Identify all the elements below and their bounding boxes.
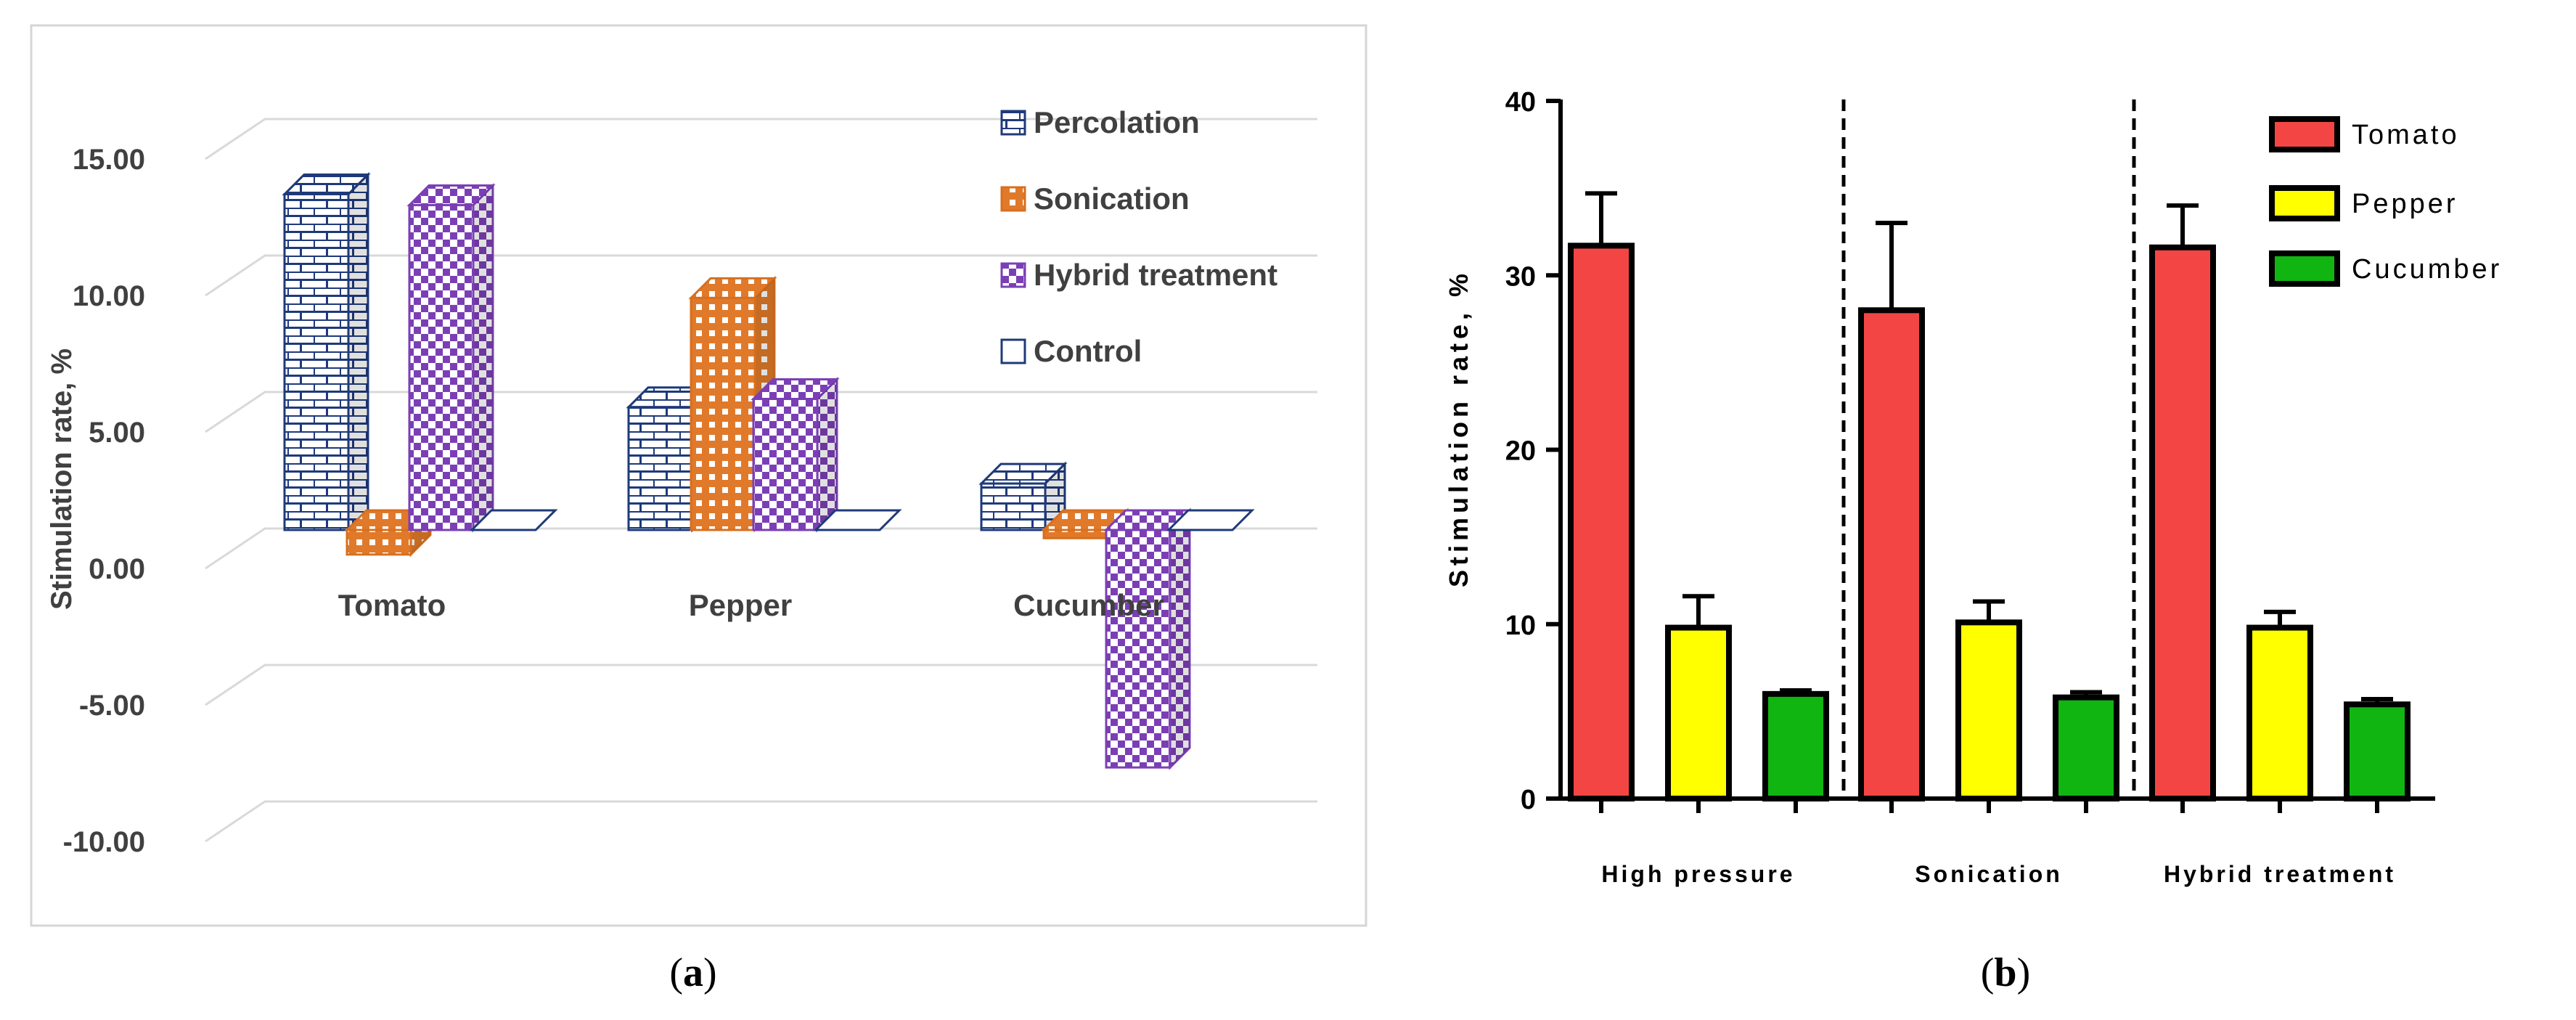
panel-b-legend-swatch <box>2269 116 2340 152</box>
panel-a-bar-control-pepper <box>813 509 902 531</box>
panel-a-legend-label: Control <box>1034 334 1142 368</box>
panel-a-gridline <box>205 254 1317 297</box>
panel-b-bar <box>1858 307 1925 801</box>
panel-b-bar <box>2246 624 2313 801</box>
panel-b-group-separators <box>1841 99 2136 799</box>
bar-front-face <box>752 398 819 531</box>
panel-b-bar <box>1955 619 2022 801</box>
panel-b-bar <box>2053 694 2119 802</box>
panel-b-caption: (b) <box>1981 950 2030 995</box>
panel-b-y-tick-label: 20 <box>1505 436 1536 467</box>
panel-b-y-axis-label: Stimulation rate, % <box>1444 269 1473 587</box>
panel-a-bar-control-tomato <box>469 509 558 531</box>
bar-front-face <box>345 529 412 556</box>
panel-b-bar <box>1665 624 1732 801</box>
panel-b-bars <box>1568 191 2411 813</box>
bar-top-face <box>1166 509 1255 531</box>
bar-top-face <box>469 509 558 531</box>
bar-front-face <box>690 296 756 531</box>
bar-top-face <box>813 509 902 531</box>
panel-b-bar <box>2149 244 2216 801</box>
panel-b-bar <box>1568 242 1635 802</box>
bar-front-face <box>1105 529 1172 769</box>
panel-a-y-tick-label: 5.00 <box>89 417 145 449</box>
panel-b-y-tick-label: 40 <box>1505 87 1536 118</box>
bar-side-shade <box>348 174 368 530</box>
panel-a-y-tick-label: 0.00 <box>89 553 145 585</box>
bar-side-shade <box>1170 510 1190 768</box>
panel-a-category-labels: Tomato Pepper Cucumber <box>338 588 1164 622</box>
panel-a-y-tick-label: -5.00 <box>79 690 145 722</box>
panel-a-gridline <box>205 118 1317 160</box>
panel-b-legend-label: Tomato <box>2352 120 2460 150</box>
bar-side-shade <box>817 379 837 530</box>
panel-a-legend-label: Hybrid treatment <box>1034 258 1277 292</box>
panel-b-legend: Tomato Pepper Cucumber <box>2269 116 2502 287</box>
panel-a-legend-label: Percolation <box>1034 105 1200 139</box>
panel-a-legend: Percolation Sonication Hybrid treatment Con… <box>1000 105 1277 368</box>
panel-a-legend-swatch <box>1000 110 1026 136</box>
panel-a-legend-swatch <box>1000 262 1026 288</box>
panel-b-chart: 0 10 20 30 40 Stimulation rate, % High press… <box>1444 87 2502 887</box>
bar-front-face <box>980 482 1047 531</box>
panel-b-category-label: High pressure <box>1601 861 1795 887</box>
panel-b-category-label: Hybrid treatment <box>2164 861 2396 887</box>
panel-a-y-ticks: 15.00 10.00 5.00 0.00 -5.00 -10.00 <box>63 144 145 858</box>
bar-front-face <box>627 406 694 531</box>
panel-a-gridline <box>205 391 1317 433</box>
panel-a-gridline <box>205 527 1317 570</box>
panel-b-category-labels: High pressure Sonication Hybrid treatment <box>1601 861 2396 887</box>
panel-a-bars <box>282 171 1255 770</box>
panel-a-chart: 15.00 10.00 5.00 0.00 -5.00 -10.00 Stimulatio… <box>30 24 1367 927</box>
panel-a-bar-hybrid-treatment-cucumber <box>1103 507 1193 770</box>
panel-a-bar-hybrid-treatment-tomato <box>406 182 496 533</box>
panel-b-y-tick-label: 10 <box>1505 611 1536 641</box>
panel-a-bar-control-cucumber <box>1166 509 1255 531</box>
panel-a-bar-percolation-tomato <box>282 171 371 533</box>
panel-a-legend-label: Sonication <box>1034 181 1190 216</box>
bar-front-face <box>1042 529 1109 539</box>
panel-a-gridline <box>205 800 1317 843</box>
panel-b-y-tick-label: 0 <box>1521 785 1536 815</box>
panel-a-y-tick-label: 15.00 <box>73 144 145 176</box>
panel-a-caption: (a) <box>669 950 716 995</box>
panel-a-gridline <box>205 664 1317 706</box>
panel-a-category-label: Cucumber <box>1013 588 1164 622</box>
bar-front-face <box>408 204 475 531</box>
panel-a-category-label: Tomato <box>338 588 446 622</box>
panel-a-gridlines <box>205 118 1317 843</box>
panel-b-y-tick-label: 30 <box>1505 261 1536 292</box>
panel-a-y-axis-label: Stimulation rate, % <box>46 348 78 610</box>
panel-b-legend-label: Pepper <box>2352 189 2458 219</box>
panel-b-bar <box>1762 690 1829 801</box>
panel-b-legend-swatch <box>2269 250 2340 287</box>
bar-front-face <box>283 193 350 531</box>
bar-side-shade <box>473 185 493 530</box>
panel-a-legend-swatch <box>1000 338 1026 364</box>
panel-b-legend-swatch <box>2269 185 2340 221</box>
panel-a-y-tick-label: -10.00 <box>63 826 145 858</box>
panel-a-category-label: Pepper <box>689 588 792 622</box>
panel-a-y-tick-label: 10.00 <box>73 280 145 312</box>
panel-b-legend-label: Cucumber <box>2352 254 2502 285</box>
panel-b-category-label: Sonication <box>1915 861 2063 887</box>
panel-b-bar <box>2344 701 2411 802</box>
panel-a-bar-hybrid-treatment-pepper <box>751 376 840 533</box>
panel-a-legend-swatch <box>1000 186 1026 212</box>
